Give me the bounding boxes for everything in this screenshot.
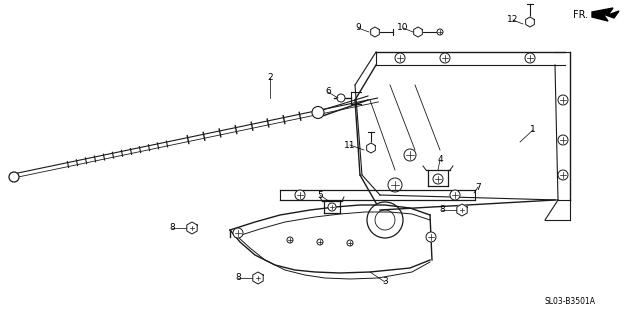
Circle shape — [558, 135, 568, 145]
Circle shape — [404, 149, 416, 161]
Circle shape — [450, 190, 460, 200]
Text: 11: 11 — [344, 140, 356, 150]
Polygon shape — [253, 272, 263, 284]
Text: 5: 5 — [317, 191, 323, 199]
Circle shape — [525, 53, 535, 63]
Circle shape — [312, 107, 324, 119]
Circle shape — [255, 275, 261, 281]
Circle shape — [388, 178, 402, 192]
Text: SL03-B3501A: SL03-B3501A — [545, 297, 595, 307]
Circle shape — [9, 172, 19, 182]
Polygon shape — [413, 27, 422, 37]
Text: 8: 8 — [439, 205, 445, 215]
Circle shape — [440, 53, 450, 63]
Polygon shape — [371, 27, 380, 37]
Circle shape — [426, 232, 436, 242]
Circle shape — [558, 170, 568, 180]
Text: 9: 9 — [355, 23, 361, 33]
Circle shape — [433, 174, 443, 184]
Text: 1: 1 — [530, 126, 536, 134]
Circle shape — [347, 240, 353, 246]
Circle shape — [233, 228, 243, 238]
Circle shape — [337, 94, 345, 102]
Circle shape — [317, 239, 323, 245]
Text: 3: 3 — [382, 277, 388, 287]
Polygon shape — [457, 204, 467, 216]
Circle shape — [367, 202, 403, 238]
Polygon shape — [592, 8, 619, 21]
Circle shape — [287, 237, 293, 243]
Polygon shape — [187, 222, 197, 234]
Polygon shape — [367, 143, 375, 153]
Text: 6: 6 — [325, 87, 331, 96]
Text: 8: 8 — [235, 274, 241, 282]
Text: FR.: FR. — [573, 10, 588, 20]
Text: 2: 2 — [267, 74, 273, 82]
Text: 10: 10 — [397, 23, 409, 33]
Circle shape — [437, 29, 443, 35]
Polygon shape — [525, 17, 534, 27]
Circle shape — [395, 53, 405, 63]
Circle shape — [558, 95, 568, 105]
Text: 12: 12 — [508, 16, 518, 24]
Circle shape — [295, 190, 305, 200]
Text: 7: 7 — [475, 183, 481, 191]
Circle shape — [328, 203, 336, 211]
Circle shape — [459, 207, 465, 213]
Circle shape — [189, 225, 195, 231]
Text: 4: 4 — [437, 156, 443, 165]
Text: 8: 8 — [169, 223, 175, 232]
